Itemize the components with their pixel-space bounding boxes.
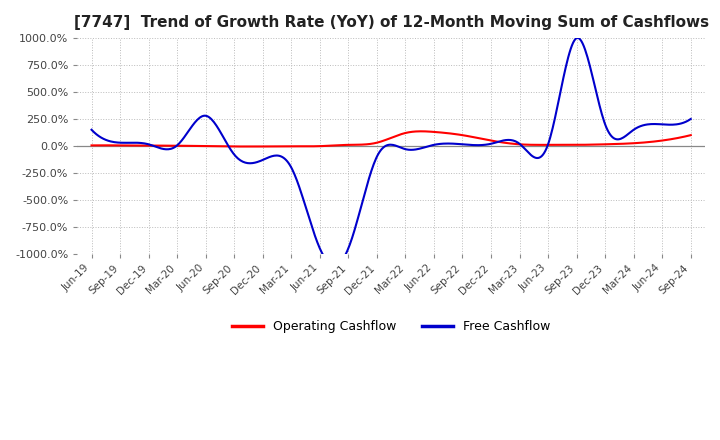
Title: [7747]  Trend of Growth Rate (YoY) of 12-Month Moving Sum of Cashflows: [7747] Trend of Growth Rate (YoY) of 12-… xyxy=(73,15,708,30)
Legend: Operating Cashflow, Free Cashflow: Operating Cashflow, Free Cashflow xyxy=(227,315,555,338)
